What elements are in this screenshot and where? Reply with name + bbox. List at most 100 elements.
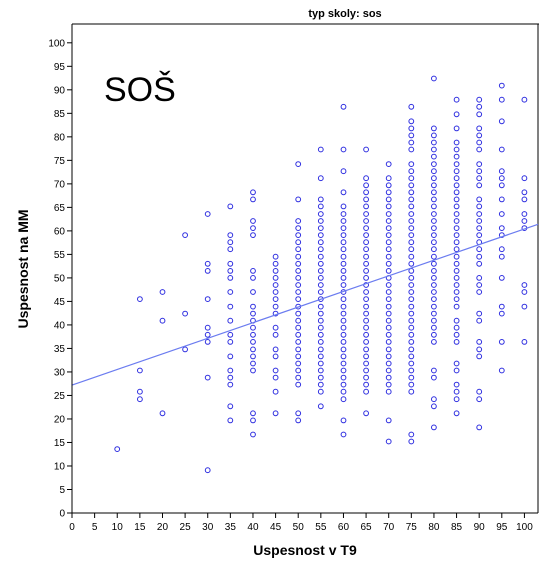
data-point xyxy=(363,203,370,210)
data-point xyxy=(385,253,392,260)
data-point xyxy=(431,324,437,331)
data-point xyxy=(317,296,324,303)
data-point xyxy=(317,253,324,260)
data-point xyxy=(431,239,437,246)
data-point xyxy=(385,296,392,303)
data-point xyxy=(476,232,483,239)
data-point xyxy=(453,388,460,395)
data-point xyxy=(408,289,415,295)
data-point xyxy=(227,303,234,310)
data-point xyxy=(453,296,460,303)
data-point xyxy=(340,211,347,217)
data-point xyxy=(408,203,415,210)
data-point xyxy=(476,125,483,132)
data-point xyxy=(498,275,505,281)
x-tick-label: 60 xyxy=(338,522,350,533)
y-tick-label: 20 xyxy=(54,414,66,425)
data-point xyxy=(408,182,415,189)
data-point xyxy=(385,346,392,353)
data-point xyxy=(317,268,324,274)
data-point xyxy=(340,417,347,424)
data-point xyxy=(431,246,437,253)
data-point xyxy=(498,303,505,310)
data-point xyxy=(250,346,256,353)
data-point xyxy=(498,211,505,217)
data-point xyxy=(340,253,347,260)
data-point xyxy=(204,339,211,345)
y-tick-label: 25 xyxy=(54,391,66,402)
data-point xyxy=(498,82,505,89)
data-point xyxy=(363,189,370,196)
x-tick-label: 95 xyxy=(496,522,508,533)
data-point xyxy=(431,260,437,267)
data-point xyxy=(317,232,324,239)
data-point xyxy=(385,260,392,267)
data-point xyxy=(498,339,505,345)
data-point xyxy=(295,410,302,417)
data-point xyxy=(363,196,370,203)
data-point xyxy=(227,381,234,388)
data-point xyxy=(453,317,460,324)
data-point xyxy=(272,353,279,360)
data-point xyxy=(408,374,415,381)
x-tick-label: 100 xyxy=(516,522,533,533)
x-tick-label: 40 xyxy=(247,522,259,533)
y-tick-label: 0 xyxy=(59,509,65,520)
data-point xyxy=(272,374,279,381)
data-point xyxy=(363,182,370,189)
data-point xyxy=(453,182,460,189)
data-point xyxy=(363,218,370,224)
data-point xyxy=(272,268,279,274)
data-point xyxy=(476,260,483,267)
data-point xyxy=(204,324,211,331)
data-point xyxy=(363,346,370,353)
data-point xyxy=(431,367,437,374)
data-point xyxy=(295,417,302,424)
data-point xyxy=(340,225,347,232)
data-point xyxy=(340,218,347,224)
data-point xyxy=(431,211,437,217)
data-point xyxy=(521,282,528,288)
data-point xyxy=(272,253,279,260)
data-point xyxy=(295,381,302,388)
data-point xyxy=(317,196,324,203)
data-point xyxy=(317,282,324,288)
data-point xyxy=(340,232,347,239)
data-point xyxy=(295,331,302,338)
data-point xyxy=(408,103,415,110)
data-point xyxy=(431,303,437,310)
data-point xyxy=(498,225,505,232)
panel-title: typ skoly: sos xyxy=(308,8,381,20)
data-point xyxy=(227,246,234,253)
data-point xyxy=(227,403,234,410)
data-point xyxy=(250,324,256,331)
data-point xyxy=(340,239,347,246)
data-point xyxy=(272,324,279,331)
data-point xyxy=(431,225,437,232)
data-point xyxy=(453,253,460,260)
data-point xyxy=(476,424,483,431)
data-point xyxy=(498,118,505,125)
data-point xyxy=(295,161,302,168)
data-point xyxy=(408,189,415,196)
data-point xyxy=(521,175,528,182)
data-point xyxy=(317,289,324,295)
data-point xyxy=(521,96,528,103)
data-point xyxy=(431,339,437,345)
data-point xyxy=(340,168,347,175)
data-point xyxy=(385,182,392,189)
fit-line xyxy=(71,223,539,386)
data-point xyxy=(363,232,370,239)
y-tick-label: 90 xyxy=(54,85,66,96)
data-point xyxy=(385,282,392,288)
data-point xyxy=(363,303,370,310)
data-point xyxy=(385,189,392,196)
data-point xyxy=(295,239,302,246)
data-point xyxy=(340,353,347,360)
data-point xyxy=(431,232,437,239)
data-point xyxy=(317,225,324,232)
data-point xyxy=(431,153,437,160)
x-tick-label: 10 xyxy=(112,522,124,533)
data-point xyxy=(250,331,256,338)
